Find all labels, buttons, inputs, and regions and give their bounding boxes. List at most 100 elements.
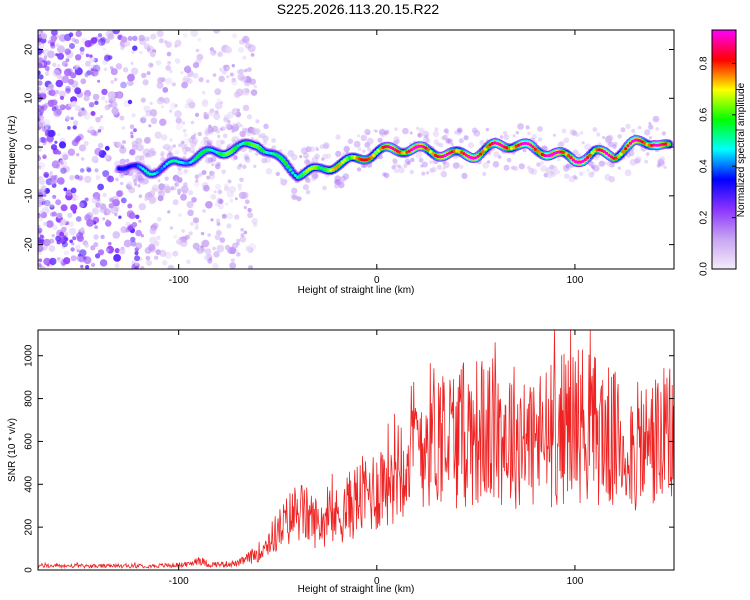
- noise-blob: [159, 249, 167, 257]
- noise-blob: [158, 38, 164, 44]
- ridge-halo: [126, 181, 133, 188]
- noise-blob: [219, 101, 223, 105]
- noise-blob: [71, 86, 75, 90]
- ridge-mark: [462, 152, 466, 156]
- noise-blob: [115, 63, 123, 70]
- noise-blob: [38, 262, 42, 267]
- noise-blob: [140, 97, 147, 103]
- ridge-halo: [366, 137, 374, 145]
- noise-blob: [115, 177, 119, 182]
- noise-blob: [65, 88, 71, 94]
- noise-blob: [44, 126, 49, 130]
- ridge-halo: [425, 138, 431, 144]
- ridge-mark: [567, 154, 571, 158]
- ridge-halo: [631, 128, 636, 133]
- noise-blob: [52, 194, 57, 199]
- ridge-halo: [300, 147, 308, 155]
- ridge-halo: [197, 131, 202, 137]
- noise-blob: [56, 132, 61, 137]
- noise-blob: [241, 87, 250, 96]
- ridge-halo: [162, 186, 167, 191]
- noise-blob: [38, 165, 42, 169]
- noise-blob: [135, 229, 142, 237]
- noise-blob: [94, 100, 99, 106]
- noise-blob: [74, 87, 82, 95]
- snr-y-tick-label: 800: [24, 390, 35, 407]
- noise-blob: [226, 223, 232, 229]
- ridge-mark: [279, 156, 283, 160]
- ridge-mark: [529, 143, 533, 147]
- ridge-halo: [517, 123, 524, 130]
- noise-blob: [38, 244, 44, 253]
- noise-blob: [52, 224, 58, 230]
- noise-blob: [90, 111, 96, 116]
- noise-blob: [243, 38, 247, 42]
- noise-blob: [188, 231, 193, 236]
- ridge-mark: [386, 145, 390, 149]
- noise-blob: [39, 115, 45, 121]
- noise-blob: [174, 44, 178, 48]
- ridge-halo: [246, 131, 252, 137]
- noise-blob: [43, 257, 51, 266]
- ridge-mark: [605, 151, 609, 155]
- colorbar-tick-label: 0.2: [699, 210, 710, 224]
- noise-blob: [50, 42, 55, 47]
- noise-blob: [195, 48, 200, 53]
- noise-blob: [210, 49, 217, 56]
- noise-blob: [51, 234, 55, 238]
- noise-blob: [59, 104, 64, 109]
- noise-blob: [70, 72, 77, 79]
- ridge-halo: [510, 165, 515, 170]
- ridge-mark: [291, 171, 295, 175]
- colorbar-gradient: [711, 29, 737, 270]
- noise-blob: [38, 74, 44, 80]
- noise-blob: [78, 144, 87, 152]
- noise-blob: [231, 129, 235, 133]
- ridge-mark: [664, 142, 668, 146]
- ridge-halo: [493, 151, 500, 158]
- ridge-halo: [337, 181, 345, 189]
- ridge-mark: [238, 142, 243, 147]
- ridge-halo: [663, 165, 667, 169]
- noise-blob: [39, 210, 44, 215]
- ridge-mark: [595, 148, 599, 152]
- noise-blob: [194, 112, 200, 117]
- noise-blob: [49, 257, 57, 266]
- noise-blob: [248, 265, 253, 269]
- noise-blob: [120, 81, 127, 89]
- noise-blob: [198, 77, 204, 83]
- noise-blob: [102, 192, 107, 198]
- noise-blob: [83, 113, 91, 120]
- ridge-mark: [424, 146, 428, 150]
- noise-blob: [174, 110, 182, 118]
- noise-blob: [239, 39, 245, 45]
- ridge-mark: [540, 152, 545, 157]
- ridge-halo: [176, 176, 183, 183]
- ridge-mark: [388, 145, 392, 149]
- noise-blob: [230, 258, 235, 263]
- ridge-mark: [445, 152, 449, 156]
- noise-blob: [64, 48, 71, 55]
- noise-blob: [70, 247, 75, 252]
- noise-blob: [50, 144, 58, 151]
- ridge-halo: [134, 155, 142, 162]
- ridge-halo: [132, 145, 138, 151]
- ridge-halo: [572, 174, 577, 179]
- ridge-halo: [586, 168, 590, 172]
- noise-blob: [227, 179, 232, 184]
- ridge-mark: [640, 140, 644, 144]
- noise-blob: [216, 230, 222, 236]
- noise-blob: [70, 116, 74, 121]
- ridge-halo: [506, 157, 512, 163]
- ridge-mark: [450, 150, 454, 154]
- noise-blob: [174, 149, 180, 155]
- ridge-mark: [224, 152, 228, 156]
- ridge-halo: [434, 127, 439, 132]
- ridge-mark: [498, 142, 502, 146]
- noise-blob: [56, 257, 61, 261]
- noise-blob: [44, 71, 50, 76]
- ridge-mark: [172, 159, 176, 163]
- ridge-mark: [545, 154, 549, 158]
- ridge-halo: [253, 164, 257, 168]
- ridge-halo: [581, 141, 585, 145]
